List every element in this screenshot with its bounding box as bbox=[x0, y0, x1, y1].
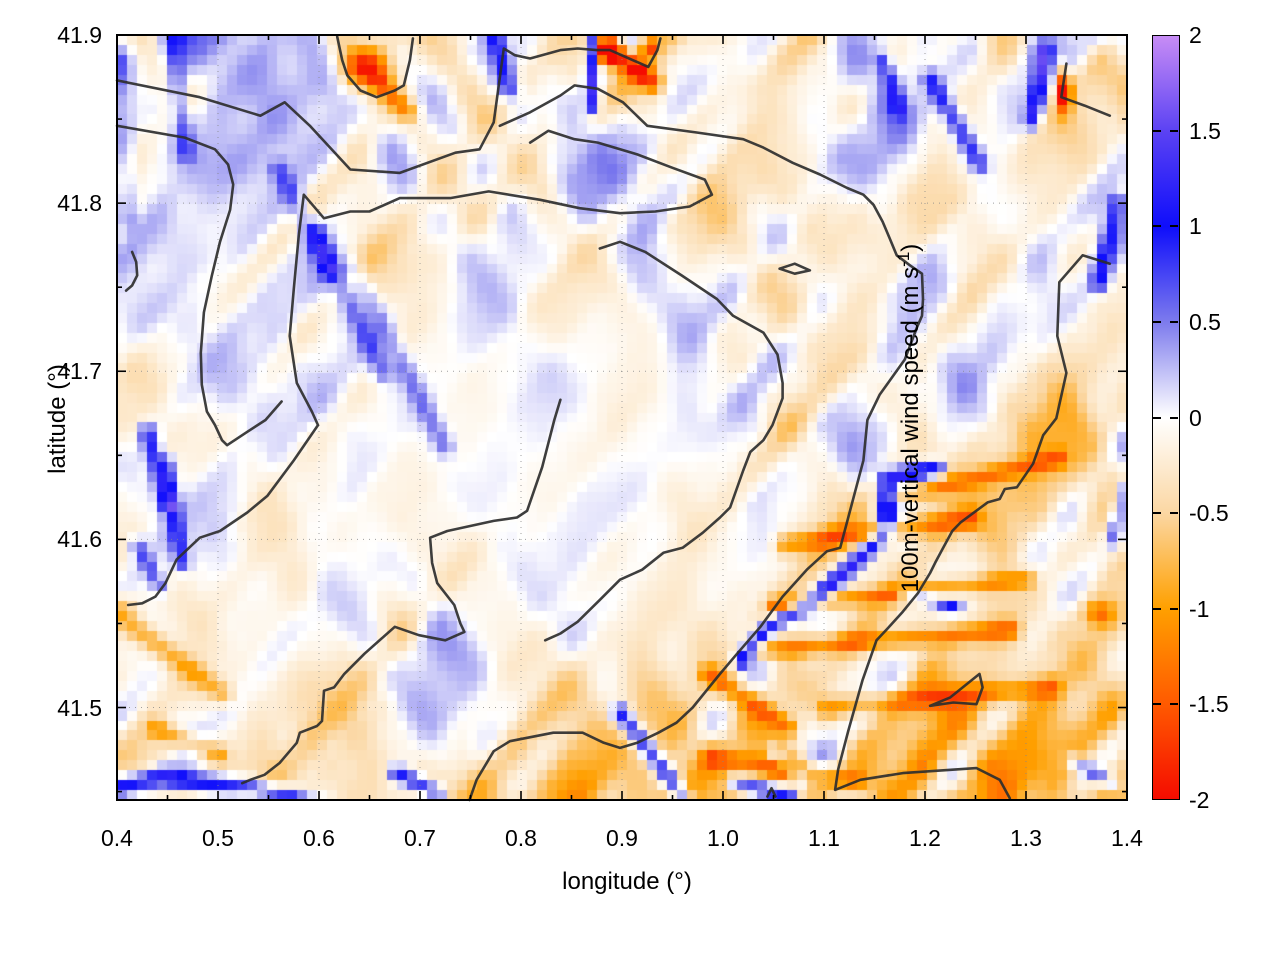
colorbar-tick bbox=[1170, 607, 1178, 610]
colorbar-tick bbox=[1153, 129, 1161, 132]
x-tick-label: 0.4 bbox=[101, 825, 133, 851]
x-tick-label: 1.3 bbox=[1010, 825, 1042, 851]
contour-line-left-bracket bbox=[124, 250, 139, 292]
x-tick-label: 0.8 bbox=[505, 825, 537, 851]
colorbar-tick bbox=[1153, 320, 1161, 323]
y-tick-label: 41.7 bbox=[57, 358, 102, 385]
colorbar-tick-label: -1 bbox=[1189, 595, 1210, 622]
heatmap-canvas bbox=[117, 35, 1127, 800]
x-tick-label: 0.7 bbox=[404, 825, 436, 851]
y-tick-label: 41.6 bbox=[57, 526, 102, 553]
contour-line-east-descender bbox=[833, 254, 1112, 800]
contour-line-tiny-caret bbox=[766, 786, 777, 798]
contour-line-tiny-diamond bbox=[778, 262, 812, 275]
colorbar-tick-label: -2 bbox=[1189, 787, 1210, 813]
x-tick-label: 1.2 bbox=[909, 825, 941, 851]
colorbar-tick bbox=[1153, 703, 1161, 706]
contour-line-east-inner bbox=[543, 240, 784, 642]
colorbar-tick-label: 0.5 bbox=[1189, 308, 1221, 335]
colorbar-title-close: ) bbox=[897, 243, 924, 252]
y-tick-label: 41.5 bbox=[57, 694, 102, 721]
colorbar-tick-label: 0 bbox=[1189, 404, 1202, 431]
contour-line-outer-right-loop bbox=[468, 84, 925, 802]
x-axis-title: longitude (°) bbox=[562, 868, 692, 895]
contour-line-outer-left-top bbox=[115, 37, 662, 175]
y-tick-label: 41.8 bbox=[57, 190, 102, 217]
colorbar-tick bbox=[1170, 320, 1178, 323]
colorbar-tick bbox=[1153, 416, 1161, 419]
contour-line-second-finger-left-sweep bbox=[126, 129, 714, 607]
colorbar-tick bbox=[1170, 512, 1178, 515]
colorbar-tick bbox=[1170, 703, 1178, 706]
colorbar-tick bbox=[1170, 129, 1178, 132]
colorbar-tick-label: 2 bbox=[1189, 22, 1202, 48]
y-axis-title: latitude (°) bbox=[44, 364, 71, 474]
colorbar-tick-label: 1.5 bbox=[1189, 117, 1221, 144]
colorbar-tick bbox=[1153, 225, 1161, 228]
colorbar-tick bbox=[1153, 512, 1161, 515]
contour-line-small-triangle bbox=[928, 672, 984, 708]
contour-line-west-long bbox=[115, 124, 283, 447]
colorbar-title-superscript: -1 bbox=[894, 251, 913, 267]
contour-line-topright-corner bbox=[1060, 62, 1112, 117]
x-tick-label: 1.1 bbox=[808, 825, 840, 851]
colorbar-tick-label: -1.5 bbox=[1189, 691, 1229, 718]
x-tick-label: 0.5 bbox=[202, 825, 234, 851]
x-tick-label: 0.6 bbox=[303, 825, 335, 851]
colorbar-tick-label: -0.5 bbox=[1189, 500, 1229, 527]
y-tick-label: 41.9 bbox=[57, 22, 102, 48]
contour-line-inner-hook bbox=[240, 398, 562, 785]
x-tick-label: 1.4 bbox=[1111, 825, 1143, 851]
colorbar-tick-label: 1 bbox=[1189, 213, 1202, 240]
x-tick-label: 1.0 bbox=[707, 825, 739, 851]
contour-line-top-loop bbox=[335, 35, 415, 99]
x-tick-label: 0.9 bbox=[606, 825, 638, 851]
colorbar-title-main: 100m-vertical wind speed (m s bbox=[897, 266, 924, 593]
colorbar-tick bbox=[1153, 607, 1161, 610]
colorbar-title: 100m-vertical wind speed (m s-1) bbox=[894, 183, 924, 653]
colorbar-tick bbox=[1170, 416, 1178, 419]
colorbar-tick bbox=[1170, 225, 1178, 228]
